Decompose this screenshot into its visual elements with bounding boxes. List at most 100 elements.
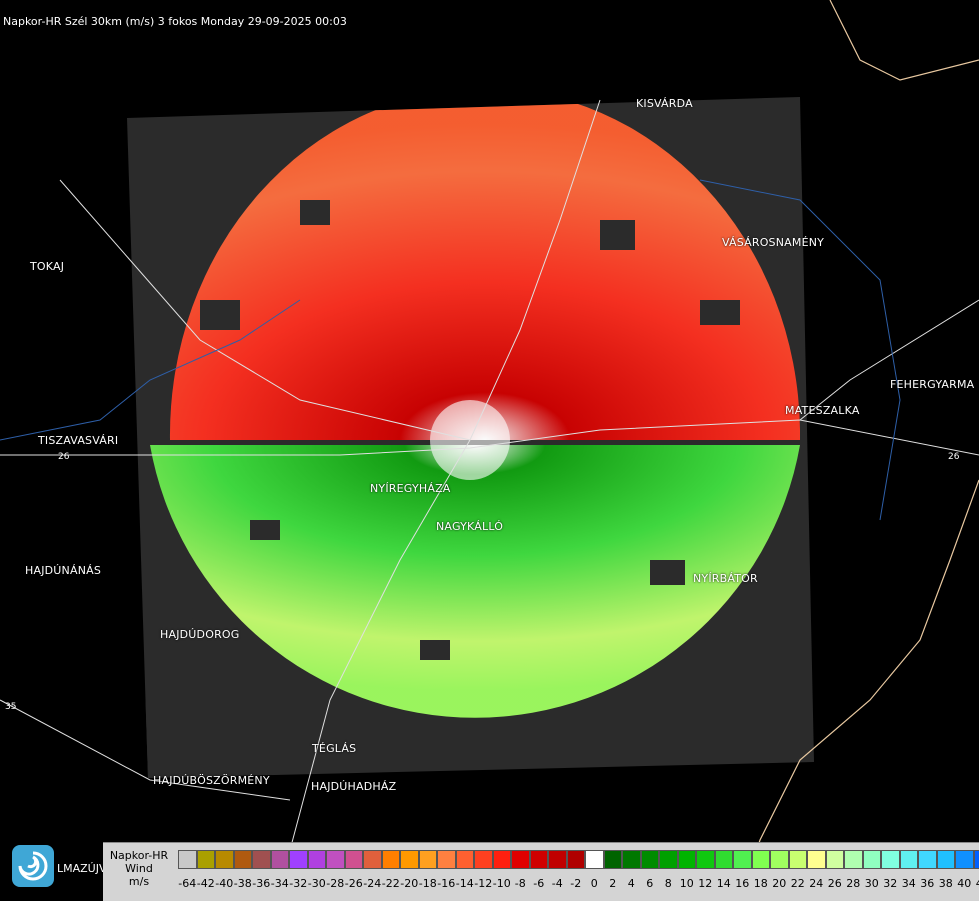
color-legend: Napkor-HR Wind m/s -64-42-40-38-36-34-32… — [103, 842, 979, 901]
city-label-tiszavasvari: TISZAVASVÁRI — [38, 434, 118, 447]
city-label-mateszalka: MATESZALKA — [785, 404, 860, 417]
legend-swatch — [641, 850, 660, 869]
legend-tick-label: -22 — [382, 877, 401, 890]
legend-swatch — [696, 850, 715, 869]
legend-swatch — [604, 850, 623, 869]
road-number-label: 26 — [948, 452, 959, 462]
legend-swatch — [197, 850, 216, 869]
legend-swatch — [400, 850, 419, 869]
legend-swatch — [659, 850, 678, 869]
legend-tick-label: -24 — [363, 877, 382, 890]
legend-swatch — [789, 850, 808, 869]
legend-swatch — [622, 850, 641, 869]
legend-swatch — [733, 850, 752, 869]
legend-swatch — [955, 850, 974, 869]
legend-tick-label: -6 — [530, 877, 549, 890]
legend-title: Napkor-HR Wind m/s — [106, 849, 172, 888]
legend-swatch — [308, 850, 327, 869]
legend-tick-label: 38 — [937, 877, 956, 890]
legend-tick-label: 22 — [789, 877, 808, 890]
legend-tick-label: -64 — [178, 877, 197, 890]
city-label-vasarosnameny: VÁSÁROSNAMÉNY — [722, 236, 824, 249]
legend-tick-label: 32 — [881, 877, 900, 890]
road-number-label: 26 — [58, 452, 69, 462]
city-label-nyiregyhaza: NYÍREGYHÁZA — [370, 482, 451, 495]
legend-tick-label: 16 — [733, 877, 752, 890]
legend-tick-label: 36 — [918, 877, 937, 890]
legend-swatches — [178, 850, 979, 870]
legend-tick-label: -4 — [548, 877, 567, 890]
legend-swatch — [326, 850, 345, 869]
city-label-tokaj: TOKAJ — [30, 260, 64, 273]
legend-unit: m/s — [106, 875, 172, 888]
legend-swatch — [752, 850, 771, 869]
legend-swatch — [678, 850, 697, 869]
legend-swatch — [437, 850, 456, 869]
legend-tick-label: -12 — [474, 877, 493, 890]
legend-swatch — [363, 850, 382, 869]
legend-tick-label: -28 — [326, 877, 345, 890]
legend-tick-label: -20 — [400, 877, 419, 890]
city-label-teglas: TÉGLÁS — [312, 742, 356, 755]
napkor-logo-icon — [12, 845, 54, 887]
legend-tick-label: 6 — [641, 877, 660, 890]
legend-swatch — [289, 850, 308, 869]
legend-tick-labels: -64-42-40-38-36-34-32-30-28-26-24-22-20-… — [178, 877, 979, 890]
legend-tick-label: 26 — [826, 877, 845, 890]
legend-tick-label: 40 — [955, 877, 974, 890]
legend-tick-label: -38 — [234, 877, 253, 890]
legend-tick-label: -26 — [345, 877, 364, 890]
legend-tick-label: 14 — [715, 877, 734, 890]
legend-tick-label: 30 — [863, 877, 882, 890]
city-label-hajduboszormeny: HAJDÚBÖSZÖRMÉNY — [153, 774, 270, 787]
city-label-hajdunanas: HAJDÚNÁNÁS — [25, 564, 101, 577]
legend-swatch — [419, 850, 438, 869]
legend-swatch — [770, 850, 789, 869]
legend-swatch — [215, 850, 234, 869]
legend-tick-label: 12 — [696, 877, 715, 890]
legend-swatch — [937, 850, 956, 869]
legend-title-line: Wind — [106, 862, 172, 875]
city-label-hajduhadhaz: HAJDÚHADHÁZ — [311, 780, 396, 793]
legend-swatch — [271, 850, 290, 869]
legend-tick-label: -16 — [437, 877, 456, 890]
legend-tick-label: 34 — [900, 877, 919, 890]
legend-swatch — [345, 850, 364, 869]
legend-tick-label: -40 — [215, 877, 234, 890]
legend-swatch — [807, 850, 826, 869]
city-label-fehergyarmat: FEHERGYARMA — [890, 378, 974, 391]
legend-swatch — [382, 850, 401, 869]
legend-swatch — [567, 850, 586, 869]
legend-swatch — [585, 850, 604, 869]
legend-tick-label: 18 — [752, 877, 771, 890]
legend-swatch — [234, 850, 253, 869]
legend-tick-label: 24 — [807, 877, 826, 890]
legend-swatch — [881, 850, 900, 869]
legend-tick-label: -32 — [289, 877, 308, 890]
legend-tick-label: -8 — [511, 877, 530, 890]
legend-tick-label: -2 — [567, 877, 586, 890]
legend-tick-label: 42 — [974, 877, 979, 890]
city-label-hajdudorog: HAJDÚDOROG — [160, 628, 240, 641]
legend-tick-label: -14 — [456, 877, 475, 890]
legend-swatch — [863, 850, 882, 869]
city-label-kisvarda: KISVÁRDA — [636, 97, 693, 110]
legend-tick-label: 28 — [844, 877, 863, 890]
legend-swatch — [826, 850, 845, 869]
legend-tick-label: -30 — [308, 877, 327, 890]
legend-swatch — [530, 850, 549, 869]
legend-swatch — [252, 850, 271, 869]
legend-tick-label: -10 — [493, 877, 512, 890]
legend-tick-label: -36 — [252, 877, 271, 890]
legend-swatch — [715, 850, 734, 869]
legend-tick-label: 2 — [604, 877, 623, 890]
legend-swatch — [178, 850, 197, 869]
legend-swatch — [511, 850, 530, 869]
legend-tick-label: -18 — [419, 877, 438, 890]
legend-swatch — [918, 850, 937, 869]
legend-swatch — [974, 850, 979, 869]
legend-tick-label: 20 — [770, 877, 789, 890]
legend-swatch — [456, 850, 475, 869]
road-number-label: 35 — [5, 702, 16, 712]
